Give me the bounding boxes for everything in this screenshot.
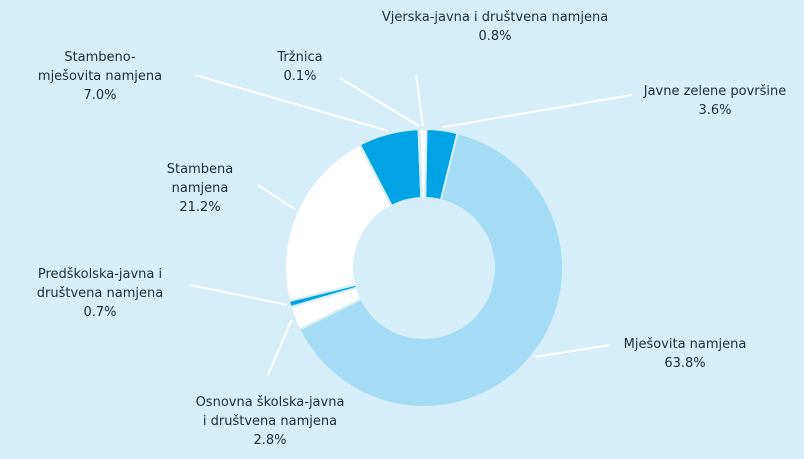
slice-label: Osnovna školska-javna i društvena namjen… <box>180 393 360 450</box>
slice <box>418 128 428 200</box>
category-label: Stambeno-mješovita namjena <box>37 50 163 84</box>
value-label: 2.8% <box>253 433 287 448</box>
value-label: 0.1% <box>283 69 317 84</box>
value-label: 7.0% <box>83 88 117 103</box>
leader-line <box>189 284 288 306</box>
leader-line <box>194 74 388 132</box>
leader-line <box>339 77 420 127</box>
leader-line <box>534 344 611 358</box>
leader-line <box>267 319 293 376</box>
category-label: Tržnica <box>277 50 323 65</box>
leader-line <box>415 74 424 127</box>
category-label: Vjerska-javna i društvena namjena <box>381 10 609 25</box>
value-label: 63.8% <box>664 356 706 371</box>
leader-line <box>442 94 633 129</box>
category-label: Osnovna školska-javna i društvena namjen… <box>195 395 345 429</box>
category-label: Mješovita namjena <box>623 337 747 352</box>
slice <box>284 143 394 303</box>
value-label: 21.2% <box>179 200 221 215</box>
category-label: Stambena namjena <box>166 162 234 196</box>
category-label: Javne zelene površine <box>643 84 787 99</box>
slice-label: Stambeno-mješovita namjena 7.0% <box>10 48 190 105</box>
leader-line <box>257 184 296 211</box>
value-label: 0.8% <box>478 29 512 44</box>
slice <box>298 131 564 408</box>
slice-label: Predškolska-javna i društvena namjena 0.7… <box>20 265 180 322</box>
slice-label: Javne zelene površine 3.6% <box>640 82 790 120</box>
slice-label: Stambena namjena 21.2% <box>140 160 260 217</box>
value-label: 3.6% <box>698 103 732 118</box>
slice-label: Mješovita namjena 63.8% <box>590 335 780 373</box>
category-label: Predškolska-javna i društvena namjena <box>36 267 164 301</box>
slice-label: Tržnica 0.1% <box>260 48 340 86</box>
slice-label: Vjerska-javna i društvena namjena 0.8% <box>380 8 610 46</box>
value-label: 0.7% <box>83 305 117 320</box>
